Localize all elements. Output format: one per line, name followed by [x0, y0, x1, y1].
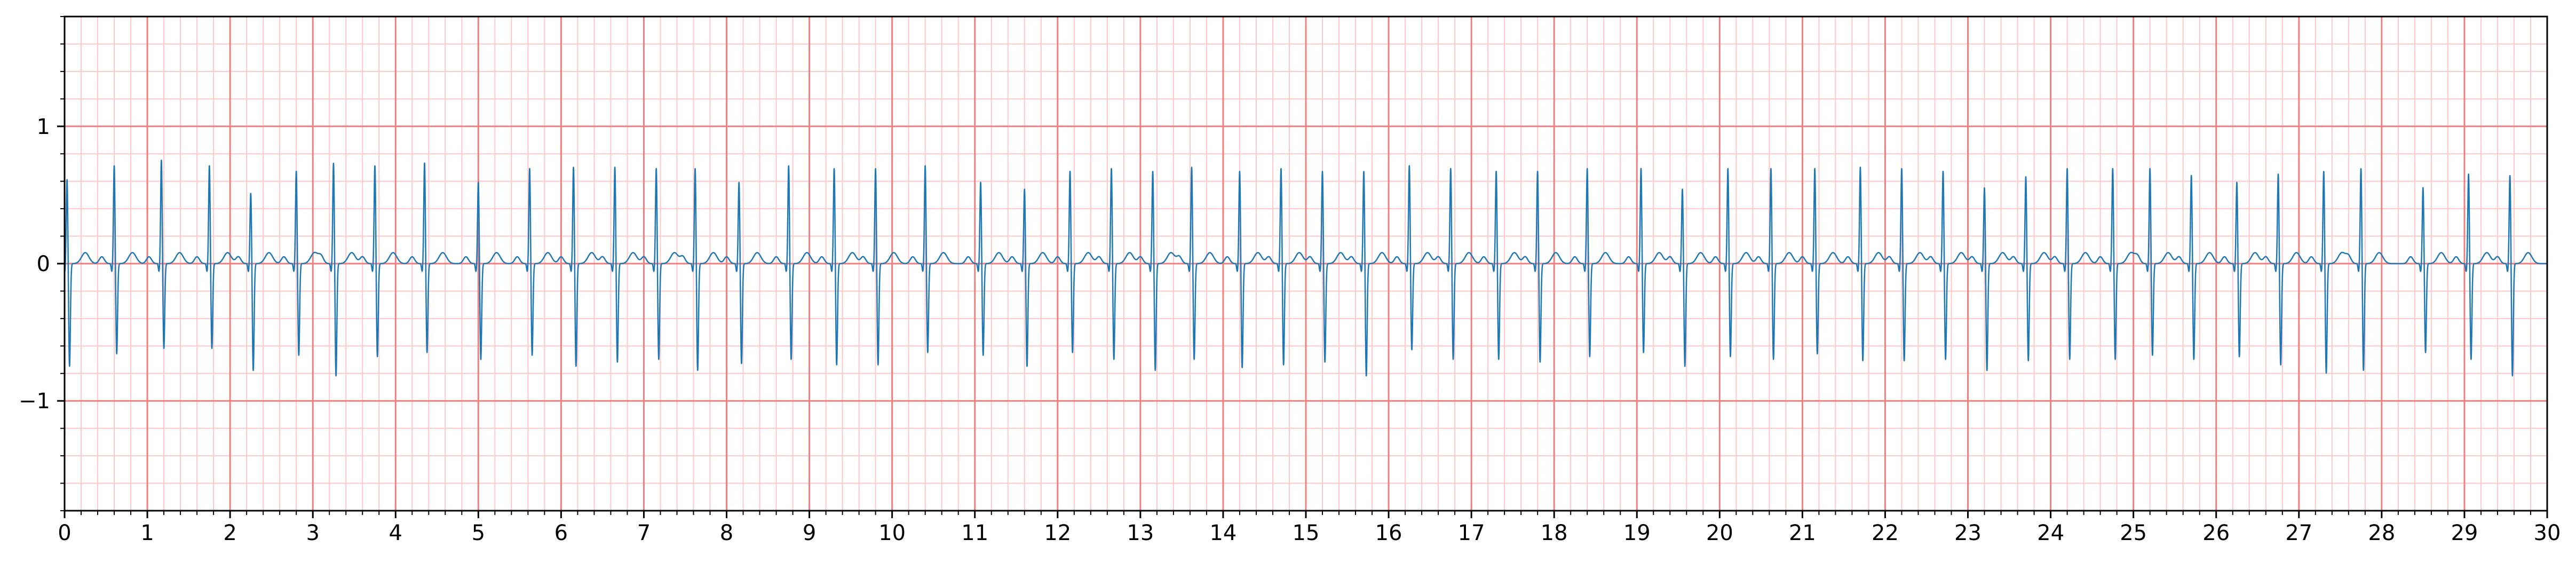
x-tick-label: 29	[2451, 521, 2478, 545]
x-tick-label: 2	[223, 521, 236, 545]
y-tick-label: 1	[37, 115, 50, 139]
x-tick-label: 6	[554, 521, 568, 545]
x-tick-label: 0	[58, 521, 71, 545]
x-tick-label: 1	[140, 521, 154, 545]
x-tick-label: 28	[2368, 521, 2395, 545]
x-tick-label: 10	[878, 521, 906, 545]
x-tick-label: 7	[637, 521, 651, 545]
x-tick-label: 30	[2534, 521, 2561, 545]
x-tick-label: 5	[472, 521, 485, 545]
x-tick-label: 24	[2037, 521, 2064, 545]
x-tick-label: 23	[1954, 521, 1981, 545]
x-tick-label: 13	[1127, 521, 1154, 545]
x-tick-label: 25	[2120, 521, 2147, 545]
x-tick-label: 22	[1872, 521, 1899, 545]
x-tick-label: 15	[1293, 521, 1320, 545]
x-tick-label: 3	[306, 521, 319, 545]
x-tick-label: 4	[389, 521, 402, 545]
x-tick-label: 20	[1706, 521, 1733, 545]
x-tick-label: 8	[720, 521, 733, 545]
x-tick-label: 19	[1623, 521, 1651, 545]
x-tick-label: 16	[1375, 521, 1402, 545]
x-tick-label: 18	[1541, 521, 1568, 545]
x-tick-label: 21	[1789, 521, 1816, 545]
x-tick-label: 26	[2202, 521, 2230, 545]
x-tick-label: 9	[803, 521, 816, 545]
x-tick-label: 17	[1458, 521, 1485, 545]
x-tick-label: 11	[961, 521, 988, 545]
x-tick-label: 12	[1044, 521, 1071, 545]
y-tick-label: −1	[19, 389, 50, 414]
x-tick-label: 27	[2285, 521, 2312, 545]
y-tick-label: 0	[37, 252, 50, 276]
x-tick-label: 14	[1209, 521, 1237, 545]
